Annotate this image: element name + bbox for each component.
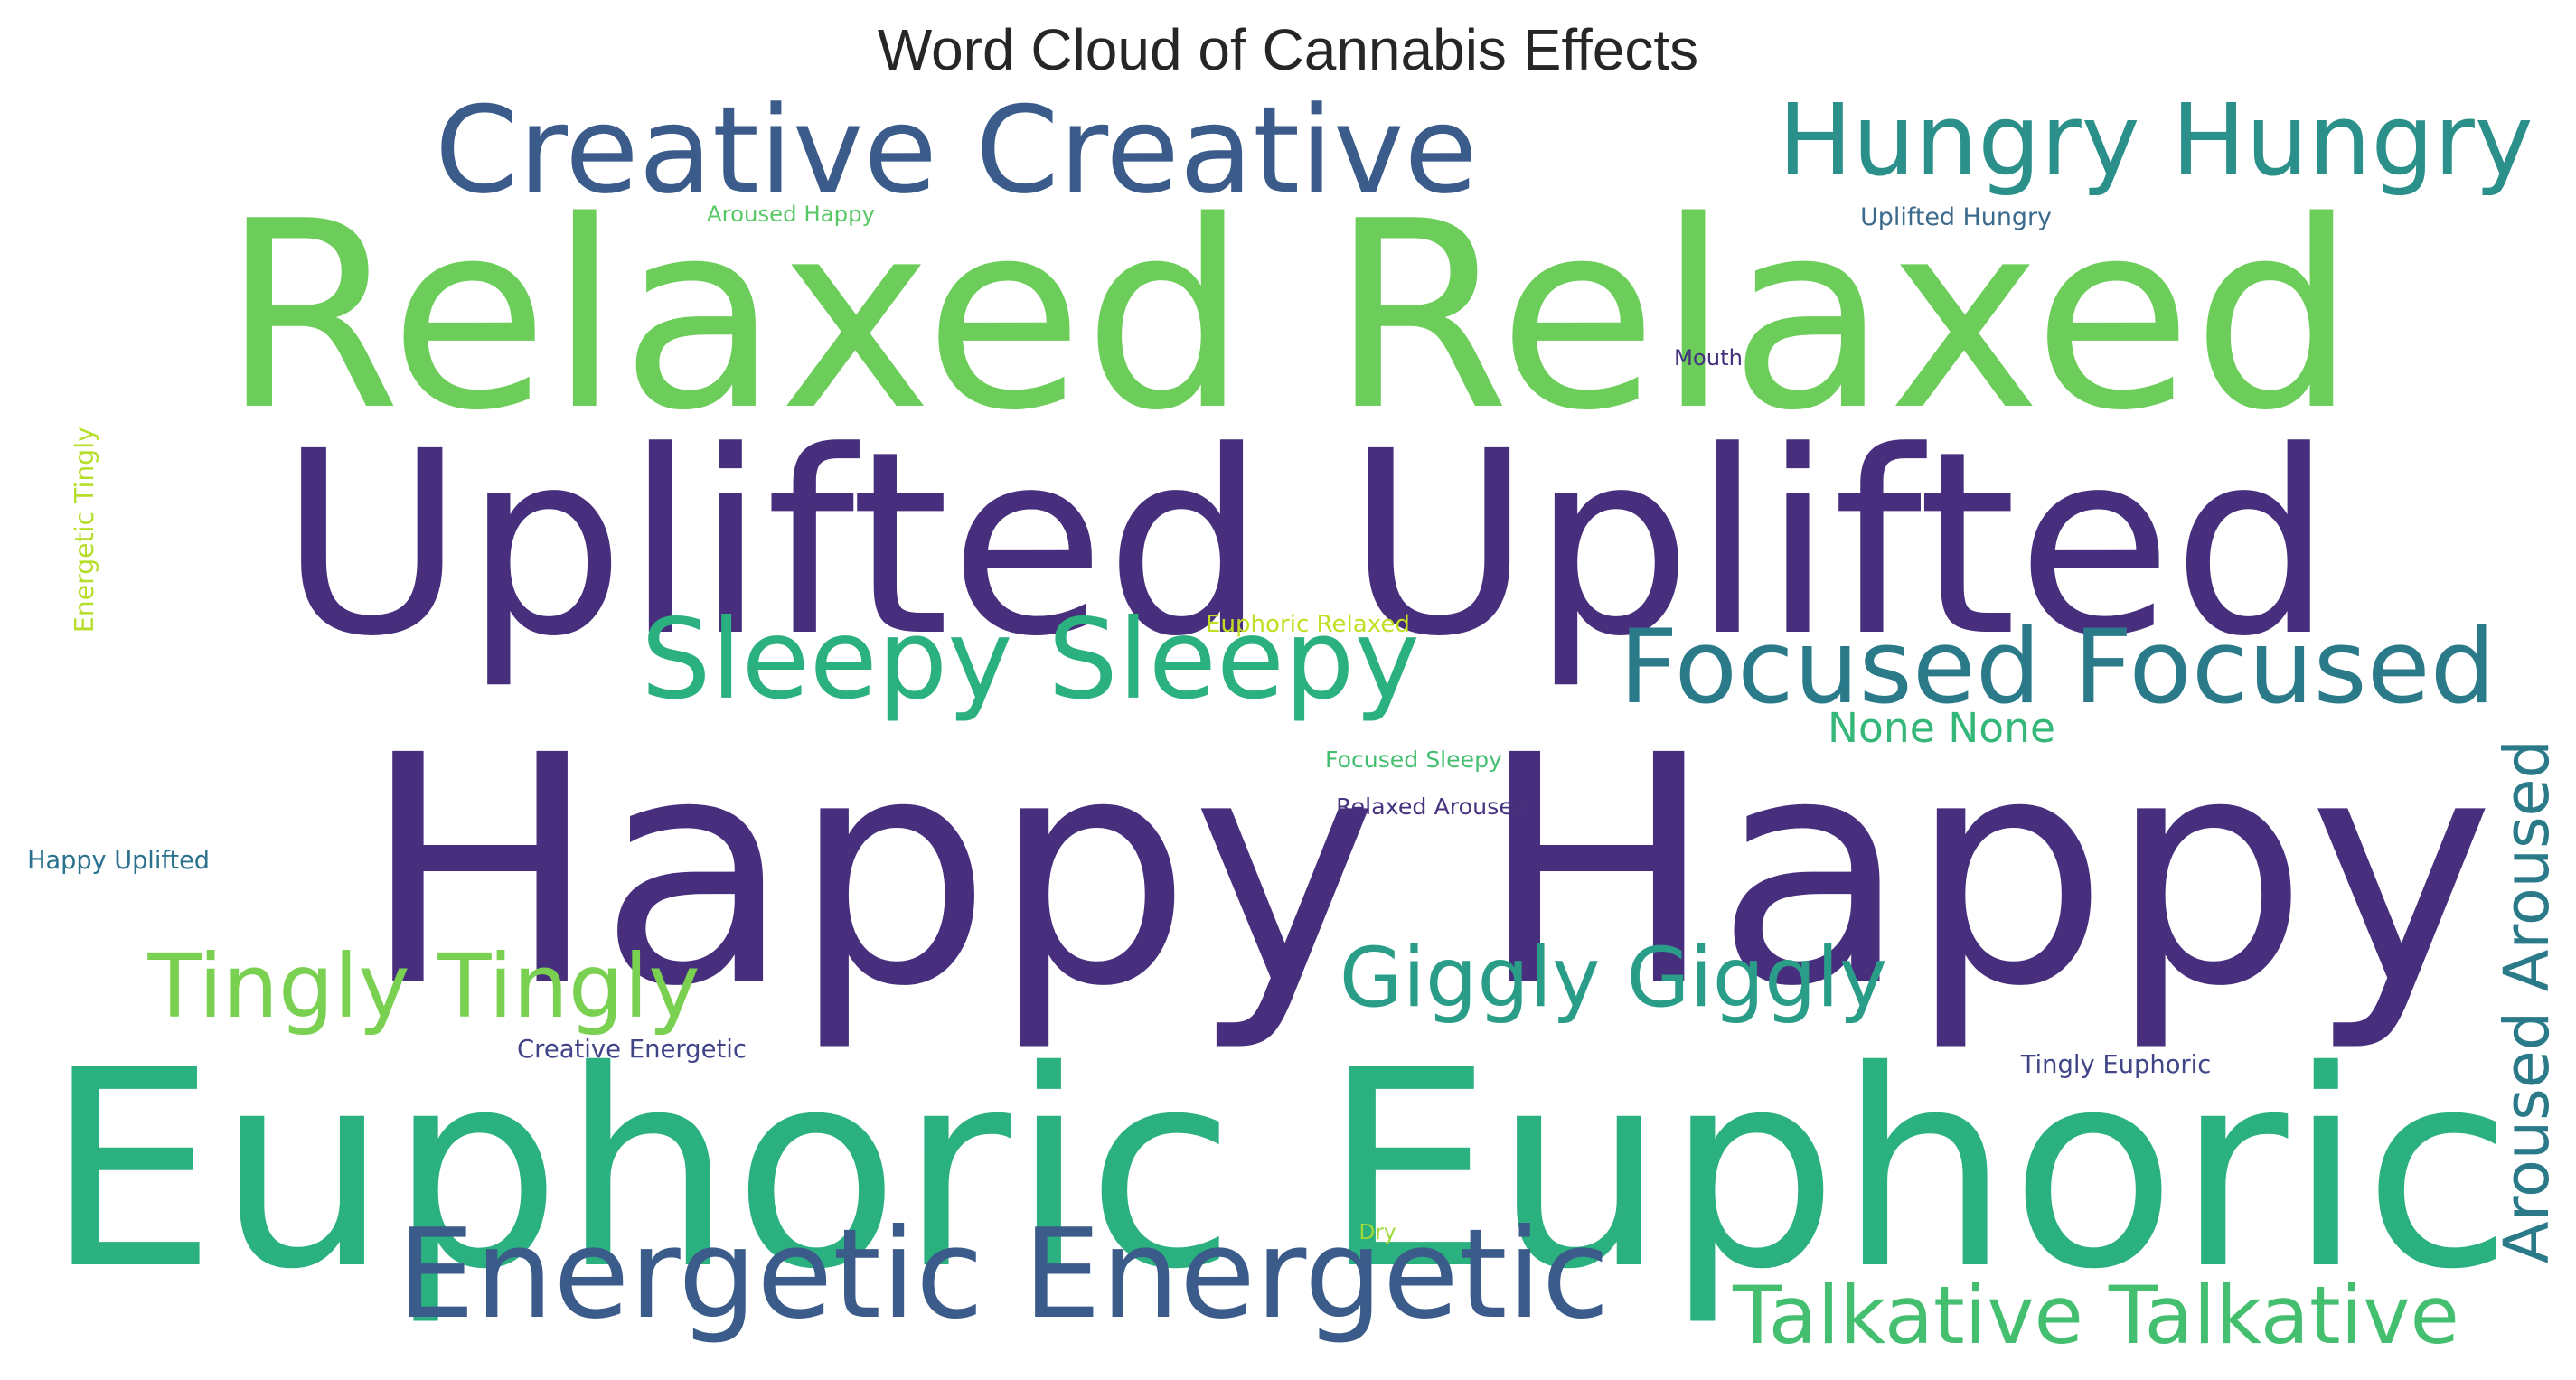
word-cloud: Relaxed Relaxed Uplifted Uplifted Happy … xyxy=(16,80,2563,1375)
word-creative-creative: Creative Creative xyxy=(434,80,1479,221)
word-mouth: Mouth xyxy=(1674,343,1744,371)
word-aroused-happy: Aroused Happy xyxy=(707,200,875,227)
word-uplifted-uplifted: Uplifted Uplifted xyxy=(278,398,2334,692)
word-aroused-aroused: Aroused Aroused xyxy=(2491,739,2563,1263)
word-relaxed-aroused: Relaxed Aroused xyxy=(1336,793,1528,821)
word-tingly-euphoric: Tingly Euphoric xyxy=(2020,1051,2212,1080)
word-sleepy-sleepy: Sleepy Sleepy xyxy=(641,595,1420,724)
word-energetic-energetic: Energetic Energetic xyxy=(397,1202,1610,1347)
word-energetic-tingly: Energetic Tingly xyxy=(69,427,99,633)
word-dry: Dry xyxy=(1359,1221,1396,1245)
word-euphoric-relaxed: Euphoric Relaxed xyxy=(1206,611,1410,638)
word-happy-uplifted: Happy Uplifted xyxy=(27,847,210,876)
word-focused-focused: Focused Focused xyxy=(1619,606,2496,728)
word-relaxed-relaxed: Relaxed Relaxed xyxy=(221,164,2357,467)
word-uplifted-hungry: Uplifted Hungry xyxy=(1860,202,2052,231)
word-tingly-tingly: Tingly Tingly xyxy=(147,934,700,1037)
word-happy-happy: Happy Happy xyxy=(362,688,2496,1056)
word-creative-energetic: Creative Energetic xyxy=(517,1036,747,1065)
word-focused-sleepy: Focused Sleepy xyxy=(1325,746,1502,774)
word-giggly-giggly: Giggly Giggly xyxy=(1339,930,1888,1026)
word-hungry-hungry: Hungry Hungry xyxy=(1778,82,2534,199)
chart-title: Word Cloud of Cannabis Effects xyxy=(877,17,1699,82)
word-euphoric-euphoric: Euphoric Euphoric xyxy=(45,1011,2514,1328)
word-talkative-talkative: Talkative Talkative xyxy=(1733,1268,2459,1362)
word-none-none: None None xyxy=(1828,704,2055,753)
